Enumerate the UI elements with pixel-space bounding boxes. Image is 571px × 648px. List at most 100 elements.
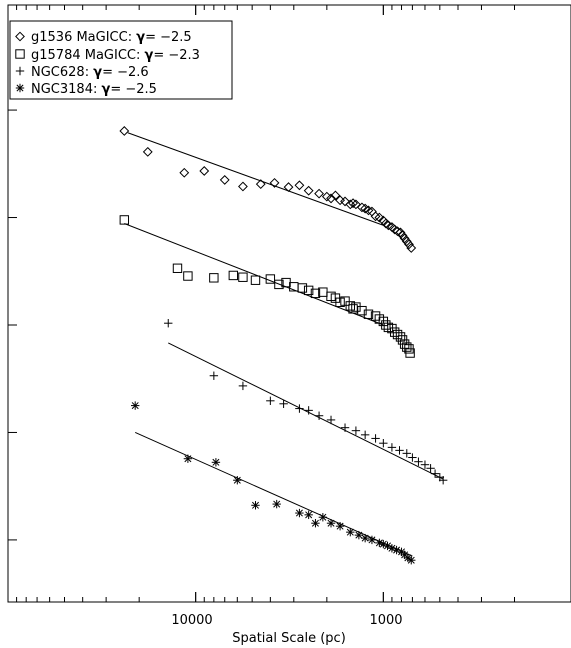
point-g15784-magicc-19 [340,296,350,306]
point-g1536-magicc-23 [363,205,374,216]
point-g15784-magicc-23 [357,305,367,316]
data-points [119,126,448,565]
point-ngc628-3 [238,381,248,391]
point-ngc628-16 [395,446,404,455]
point-ngc3184-16 [367,535,377,545]
legend-entry-3-label: NGC628: [31,65,93,80]
point-g15784-magicc-6 [238,272,248,282]
point-ngc3184-14 [354,530,364,540]
point-g15784-magicc-7 [250,275,261,285]
point-ngc3184-7 [295,508,304,518]
point-g1536-magicc-15 [330,190,341,201]
point-ngc628-1 [164,319,173,328]
point-g15784-magicc-29 [383,322,394,333]
point-ngc3184-25 [407,556,416,565]
point-g1536-magicc-2 [142,146,153,157]
point-ngc628-5 [279,399,288,408]
legend-entry-2-label: g15784 MaGICC: [31,48,145,63]
point-g1536-magicc-17 [340,196,350,207]
point-g1536-magicc-31 [389,224,400,235]
point-ngc628-17 [402,449,411,458]
point-ngc628-10 [340,423,350,432]
point-g1536-magicc-4 [199,166,210,176]
legend-entry-3-gamma-symbol: γ [93,65,102,80]
point-g15784-magicc-12 [297,283,308,293]
point-ngc628-20 [420,460,430,469]
legend-entry-1-gamma-symbol: γ [136,30,145,45]
point-g15784-magicc-30 [387,323,397,334]
x-axis-ticks [7,5,571,602]
legend-marker-1-diamond-icon [15,31,25,42]
point-ngc628-13 [371,434,380,443]
point-g1536-magicc-19 [348,198,358,209]
point-g1536-magicc-8 [269,177,280,188]
legend-entry-3-gamma-value: = −2.6 [102,65,149,80]
point-g15784-magicc-3 [183,271,193,281]
point-g1536-magicc-25 [370,211,381,222]
point-ngc628-2 [209,371,219,380]
point-g15784-magicc-18 [335,297,345,308]
point-g1536-magicc-5 [219,175,230,185]
legend-entry-3: NGC628: γ= −2.6 [31,65,149,80]
point-g15784-magicc-13 [303,285,314,296]
point-g15784-magicc-14 [310,288,321,299]
point-g1536-magicc-6 [238,181,248,192]
point-g1536-magicc-28 [380,218,391,229]
point-g15784-magicc-38 [405,348,415,358]
point-ngc3184-8 [304,510,313,520]
point-g15784-magicc-21 [348,304,358,314]
legend-entry-4: NGC3184: γ= −2.5 [31,82,157,97]
plot-frame [7,4,571,603]
point-ngc3184-4 [233,476,242,485]
fit-line-ngc628 [168,342,444,480]
point-g1536-magicc-21 [357,202,367,213]
legend-markers [15,31,25,93]
legend-entry-2-gamma-value: = −2.3 [153,48,200,63]
point-g1536-magicc-37 [404,239,414,250]
legend-entry-2: g15784 MaGICC: γ= −2.3 [31,48,200,63]
point-g15784-magicc-5 [228,270,239,281]
point-ngc3184-3 [211,458,221,467]
point-ngc628-8 [314,411,324,420]
point-g1536-magicc-20 [351,199,361,210]
point-ngc3184-6 [272,499,281,509]
legend-entry-4-gamma-symbol: γ [101,82,110,97]
point-g1536-magicc-1 [119,126,130,136]
point-ngc3184-11 [326,518,336,528]
legend-entry-1: g1536 MaGICC: γ= −2.5 [31,30,192,45]
legend-entry-4-gamma-value: = −2.5 [110,82,157,97]
point-g15784-magicc-1 [119,215,130,225]
series-g15784-magicc [119,215,415,358]
y-axis-ticks [8,109,17,541]
legend-entry-4-label: NGC3184: [31,82,101,97]
point-g1536-magicc-7 [255,179,266,190]
point-g1536-magicc-32 [392,226,403,237]
point-ngc628-4 [266,396,275,406]
point-ngc628-19 [414,457,423,466]
legend-entry-1-gamma-value: = −2.5 [145,30,192,45]
legend: g1536 MaGICC: γ= −2.5 g15784 MaGICC: γ= … [9,20,233,100]
point-ngc628-22 [430,469,440,478]
series-ngc628 [164,319,448,485]
series-ngc3184 [130,401,416,565]
x-tick-label-1000: 1000 [369,613,402,628]
point-g15784-magicc-8 [265,274,276,284]
point-ngc3184-15 [360,533,370,543]
point-g15784-magicc-22 [351,302,361,312]
point-g15784-magicc-31 [389,327,400,337]
point-g1536-magicc-26 [374,212,385,223]
legend-marker-4-asterisk-icon [15,83,25,93]
point-ngc3184-19 [383,541,392,551]
fit-line-g1536-magicc [127,132,384,226]
point-g15784-magicc-27 [378,316,389,327]
point-ngc628-14 [379,438,388,448]
point-ngc628-9 [326,415,336,425]
point-g1536-magicc-3 [179,167,190,178]
point-ngc3184-17 [375,538,384,548]
point-g15784-magicc-32 [392,329,403,340]
point-g15784-magicc-20 [345,301,355,311]
legend-entry-2-gamma-symbol: γ [145,48,154,63]
point-ngc628-21 [426,464,435,473]
x-axis-label: Spatial Scale (pc) [232,631,346,646]
